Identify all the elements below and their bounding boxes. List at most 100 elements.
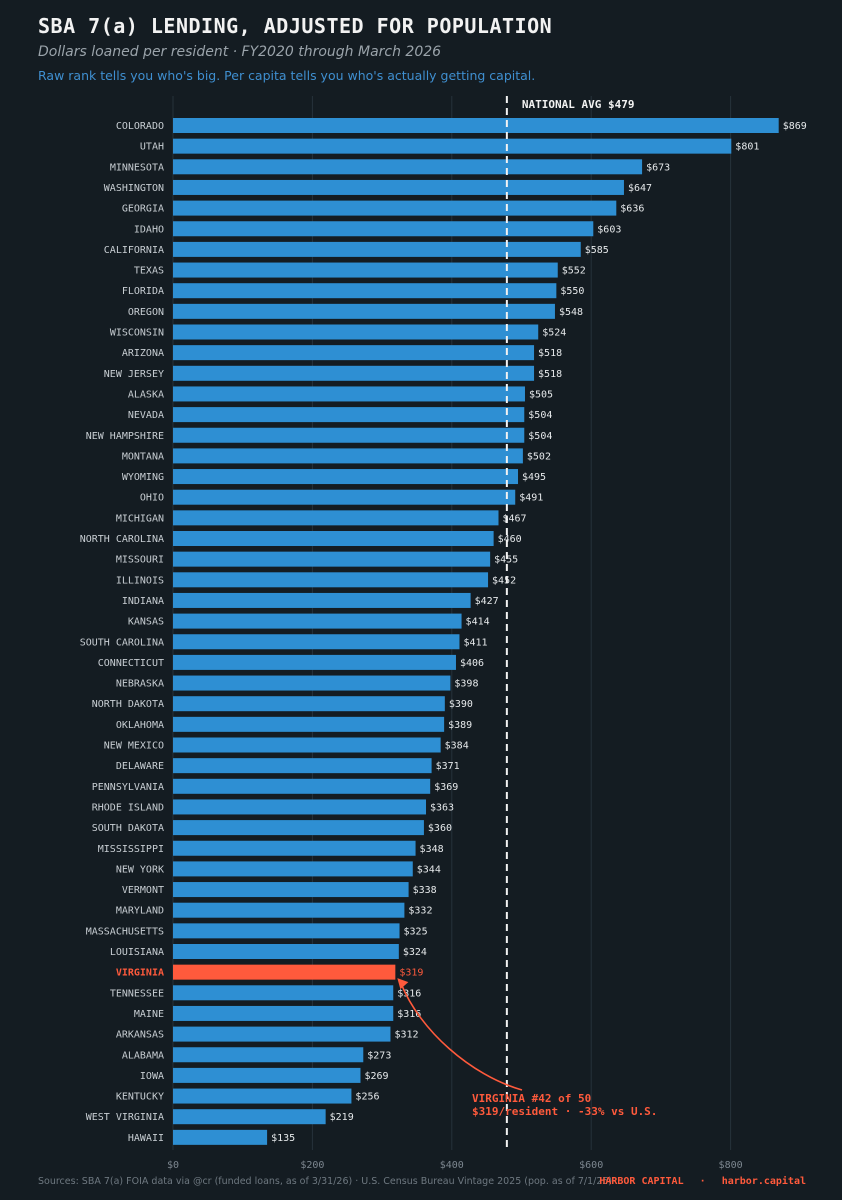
category-label: PENNSYLVANIA xyxy=(92,782,164,793)
value-label: $518 xyxy=(538,348,562,359)
value-label: $338 xyxy=(413,885,437,896)
category-label: MISSOURI xyxy=(116,555,164,566)
value-label: $460 xyxy=(498,534,522,545)
bar xyxy=(173,716,445,732)
bar xyxy=(173,882,409,898)
category-label: NEBRASKA xyxy=(116,679,164,690)
value-label: $495 xyxy=(522,472,546,483)
bar xyxy=(173,737,441,753)
value-label: $647 xyxy=(628,183,652,194)
sources-note: Sources: SBA 7(a) FOIA data via @cr (fun… xyxy=(38,1176,613,1187)
bar xyxy=(173,778,431,794)
category-label: OHIO xyxy=(140,493,164,504)
bar xyxy=(173,820,424,836)
value-label: $636 xyxy=(620,204,644,215)
category-label: MARYLAND xyxy=(116,906,164,917)
brand-separator: · xyxy=(699,1176,706,1187)
value-label: $869 xyxy=(783,121,807,132)
category-label: INDIANA xyxy=(122,596,164,607)
value-label: $491 xyxy=(519,493,543,504)
annotation-line-1: VIRGINIA #42 of 50 xyxy=(472,1092,591,1105)
bar xyxy=(173,964,396,980)
category-label: MICHIGAN xyxy=(116,513,164,524)
category-label: NEW HAMPSHIRE xyxy=(86,431,164,442)
annotation-line-2: $319/resident · -33% vs U.S. xyxy=(472,1105,657,1118)
value-label: $316 xyxy=(397,1009,421,1020)
category-label: MINNESOTA xyxy=(110,162,164,173)
bar xyxy=(173,179,624,195)
value-label: $273 xyxy=(367,1050,391,1061)
category-label: NORTH CAROLINA xyxy=(80,534,164,545)
category-label: IDAHO xyxy=(134,224,164,235)
value-label: $504 xyxy=(528,410,552,421)
bar xyxy=(173,923,400,939)
bar xyxy=(173,902,405,918)
category-label: ILLINOIS xyxy=(116,575,164,586)
category-label: LOUISIANA xyxy=(110,947,164,958)
category-label: WEST VIRGINIA xyxy=(86,1112,164,1123)
brand-link[interactable]: harbor.capital xyxy=(721,1176,806,1187)
category-label: ARIZONA xyxy=(122,348,164,359)
annotation-arrow xyxy=(400,983,523,1091)
bar xyxy=(173,861,413,877)
value-label: $269 xyxy=(364,1071,388,1082)
category-label: GEORGIA xyxy=(122,204,164,215)
value-label: $452 xyxy=(492,575,516,586)
value-label: $406 xyxy=(460,658,484,669)
value-label: $312 xyxy=(394,1030,418,1041)
bar xyxy=(173,159,643,175)
bar xyxy=(173,613,462,629)
value-label: $455 xyxy=(494,555,518,566)
bar xyxy=(173,654,456,670)
value-label: $414 xyxy=(466,617,490,628)
bar xyxy=(173,303,555,319)
chart-tagline: Raw rank tells you who's big. Per capita… xyxy=(38,68,536,83)
bar xyxy=(173,200,617,216)
bar xyxy=(173,221,594,237)
bar xyxy=(173,1067,361,1083)
value-label: $384 xyxy=(445,741,469,752)
value-label: $603 xyxy=(597,224,621,235)
bar xyxy=(173,531,494,546)
footer-brand: HARBOR CAPITAL · harbor.capital xyxy=(599,1176,806,1187)
category-label: WASHINGTON xyxy=(104,183,164,194)
bar xyxy=(173,592,471,608)
bar xyxy=(173,283,557,299)
category-label: UTAH xyxy=(140,142,164,153)
value-label: $316 xyxy=(397,988,421,999)
value-label: $550 xyxy=(560,286,584,297)
value-label: $502 xyxy=(527,451,551,462)
category-label: MAINE xyxy=(134,1009,164,1020)
category-label: NORTH DAKOTA xyxy=(92,699,164,710)
category-label: WISCONSIN xyxy=(110,328,164,339)
value-label: $504 xyxy=(528,431,552,442)
bar xyxy=(173,840,416,856)
bar xyxy=(173,675,451,691)
category-label: VIRGINIA xyxy=(116,968,164,979)
value-label: $369 xyxy=(434,782,458,793)
value-label: $411 xyxy=(463,637,487,648)
value-label: $363 xyxy=(430,802,454,813)
value-label: $524 xyxy=(542,328,566,339)
annotation-arrowhead xyxy=(397,978,409,990)
bar xyxy=(173,407,525,423)
bar xyxy=(173,262,558,278)
category-label: CONNECTICUT xyxy=(98,658,164,669)
bar xyxy=(173,799,427,815)
category-label: KENTUCKY xyxy=(116,1092,164,1103)
value-label: $332 xyxy=(408,906,432,917)
category-label: NEVADA xyxy=(128,410,164,421)
value-label: $219 xyxy=(330,1112,354,1123)
category-label: OREGON xyxy=(128,307,164,318)
x-tick-label: $200 xyxy=(300,1160,324,1171)
category-label: MISSISSIPPI xyxy=(98,844,164,855)
category-label: IOWA xyxy=(140,1071,164,1082)
bar xyxy=(173,118,779,133)
category-label: DELAWARE xyxy=(116,761,164,772)
bar xyxy=(173,634,460,650)
value-label: $673 xyxy=(646,162,670,173)
category-label: FLORIDA xyxy=(122,286,164,297)
bar xyxy=(173,345,535,361)
national-average-label: NATIONAL AVG $479 xyxy=(522,98,635,111)
